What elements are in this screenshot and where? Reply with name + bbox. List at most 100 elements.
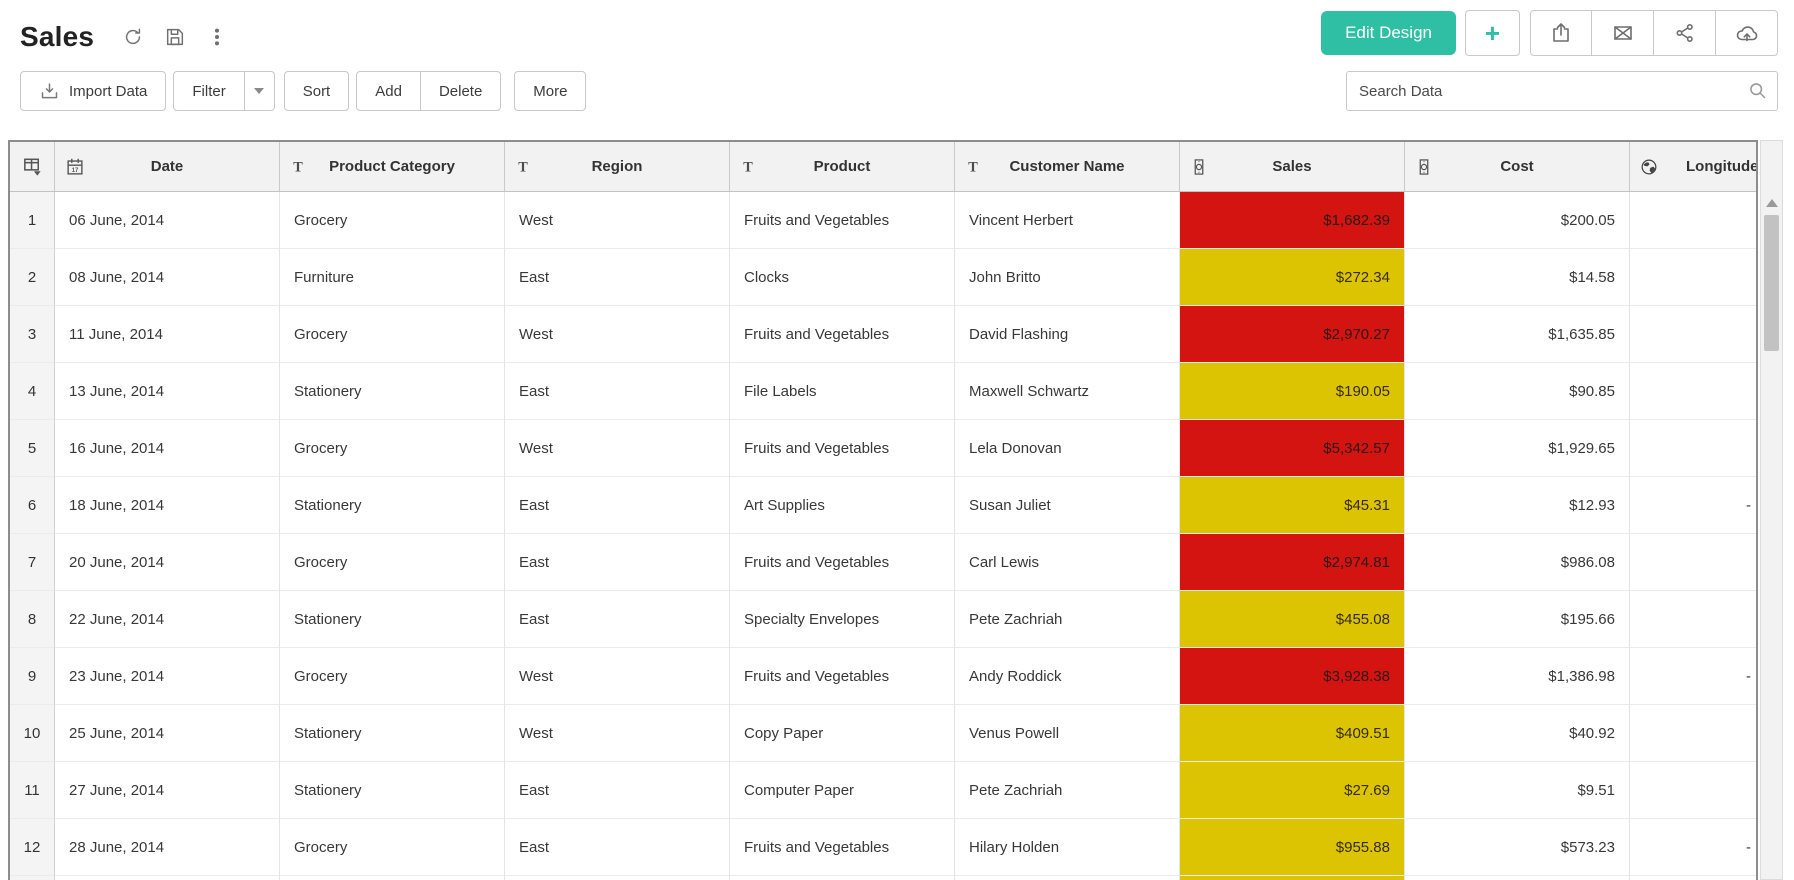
cell-cost[interactable]: $200.05 (1405, 192, 1630, 249)
column-header-cost[interactable]: Cost (1405, 142, 1630, 191)
cell-category[interactable]: Grocery (280, 819, 505, 876)
cell-product[interactable]: Copy Paper (730, 705, 955, 762)
row-number[interactable]: 11 (10, 762, 55, 819)
cloud-upload-button[interactable] (1716, 10, 1778, 56)
cell-product[interactable]: Fruits and Vegetables (730, 306, 955, 363)
cell-product[interactable]: File Labels (730, 363, 955, 420)
sort-button[interactable]: Sort (283, 71, 350, 111)
cell-region[interactable]: West (505, 306, 730, 363)
row-number[interactable]: 2 (10, 249, 55, 306)
cell-longitude[interactable] (1630, 363, 1756, 420)
cell-region[interactable]: East (505, 249, 730, 306)
row-number[interactable]: 10 (10, 705, 55, 762)
cell-category[interactable]: Grocery (280, 420, 505, 477)
row-number[interactable]: 5 (10, 420, 55, 477)
export-button[interactable] (1530, 10, 1592, 56)
cell-customer[interactable]: John Britto (955, 249, 1180, 306)
cell-region[interactable]: East (505, 477, 730, 534)
cell-customer[interactable]: Susan Juliet (955, 477, 1180, 534)
refresh-button[interactable] (120, 24, 146, 50)
add-new-button[interactable]: + (1465, 10, 1520, 56)
column-header-category[interactable]: T Product Category (280, 142, 505, 191)
cell-customer[interactable]: Hilary Holden (955, 819, 1180, 876)
delete-button[interactable]: Delete (420, 71, 502, 111)
cell-customer[interactable]: Andy Roddick (955, 648, 1180, 705)
cell-customer[interactable]: Vincent Herbert (955, 192, 1180, 249)
row-number[interactable]: 9 (10, 648, 55, 705)
filter-button[interactable]: Filter (173, 71, 245, 111)
cell-region[interactable]: West (505, 648, 730, 705)
cell-sales[interactable]: $2,974.81 (1180, 534, 1405, 591)
import-data-button[interactable]: Import Data (20, 71, 167, 111)
cell-date[interactable]: 13 June, 2014 (55, 363, 280, 420)
kebab-button[interactable] (204, 24, 230, 50)
cell-region[interactable]: East (505, 534, 730, 591)
cell-sales[interactable]: $3,928.38 (1180, 648, 1405, 705)
cell-sales[interactable]: $2,970.27 (1180, 306, 1405, 363)
cell-date[interactable]: 25 June, 2014 (55, 705, 280, 762)
cell-date[interactable]: 23 June, 2014 (55, 648, 280, 705)
cell-region[interactable]: West (505, 420, 730, 477)
cell-longitude[interactable]: - (1630, 819, 1756, 876)
cell-cost[interactable]: $1,635.85 (1405, 306, 1630, 363)
cell-longitude[interactable]: - (1630, 648, 1756, 705)
scroll-up-arrow-icon[interactable] (1766, 199, 1778, 207)
cell-cost[interactable]: $573.23 (1405, 819, 1630, 876)
cell-product[interactable]: Fruits and Vegetables (730, 819, 955, 876)
cell-category[interactable]: Grocery (280, 306, 505, 363)
cell-cost[interactable]: $14.58 (1405, 249, 1630, 306)
cell-category[interactable]: Stationery (280, 363, 505, 420)
column-header-longitude[interactable]: Longitude (1630, 142, 1756, 191)
cell-customer[interactable]: Maxwell Schwartz (955, 363, 1180, 420)
cell-longitude[interactable] (1630, 534, 1756, 591)
cell-product[interactable]: Specialty Envelopes (730, 591, 955, 648)
column-header-product[interactable]: T Product (730, 142, 955, 191)
cell-category[interactable]: Grocery (280, 648, 505, 705)
row-number[interactable]: 8 (10, 591, 55, 648)
cell-product[interactable]: Clocks (730, 249, 955, 306)
cell-longitude[interactable] (1630, 762, 1756, 819)
cell-sales[interactable]: $27.69 (1180, 762, 1405, 819)
cell-cost[interactable]: $1,929.65 (1405, 420, 1630, 477)
filter-dropdown-button[interactable] (244, 71, 275, 111)
cell-longitude[interactable] (1630, 192, 1756, 249)
cell-product[interactable]: Computer Paper (730, 762, 955, 819)
cell-date[interactable]: 11 June, 2014 (55, 306, 280, 363)
cell-customer[interactable]: Pete Zachriah (955, 762, 1180, 819)
cell-longitude[interactable]: - (1630, 477, 1756, 534)
cell-date[interactable]: 20 June, 2014 (55, 534, 280, 591)
save-button[interactable] (162, 24, 188, 50)
cell-date[interactable]: 27 June, 2014 (55, 762, 280, 819)
scrollbar-thumb[interactable] (1764, 215, 1779, 351)
cell-category[interactable]: Grocery (280, 192, 505, 249)
column-header-customer[interactable]: T Customer Name (955, 142, 1180, 191)
cell-product[interactable]: Art Supplies (730, 477, 955, 534)
more-button[interactable]: More (514, 71, 587, 111)
cell-category[interactable]: Grocery (280, 534, 505, 591)
cell-date[interactable]: 28 June, 2014 (55, 819, 280, 876)
cell-customer[interactable]: Lela Donovan (955, 420, 1180, 477)
cell-cost[interactable]: $90.85 (1405, 363, 1630, 420)
cell-region[interactable]: East (505, 819, 730, 876)
cell-product[interactable]: Fruits and Vegetables (730, 420, 955, 477)
row-number[interactable]: 12 (10, 819, 55, 876)
column-header-date[interactable]: 17 Date (55, 142, 280, 191)
cell-sales[interactable]: $1,682.39 (1180, 192, 1405, 249)
cell-date[interactable]: 08 June, 2014 (55, 249, 280, 306)
cell-category[interactable]: Stationery (280, 591, 505, 648)
row-number[interactable]: 4 (10, 363, 55, 420)
cell-region[interactable]: East (505, 591, 730, 648)
cell-region[interactable]: East (505, 762, 730, 819)
cell-sales[interactable]: $5,342.57 (1180, 420, 1405, 477)
cell-category[interactable]: Furniture (280, 249, 505, 306)
cell-category[interactable]: Stationery (280, 705, 505, 762)
row-number[interactable]: 3 (10, 306, 55, 363)
cell-category[interactable]: Stationery (280, 477, 505, 534)
cell-cost[interactable]: $12.93 (1405, 477, 1630, 534)
share-button[interactable] (1654, 10, 1716, 56)
cell-sales[interactable]: $45.31 (1180, 477, 1405, 534)
cell-longitude[interactable] (1630, 420, 1756, 477)
cell-product[interactable]: Fruits and Vegetables (730, 534, 955, 591)
row-number[interactable]: 1 (10, 192, 55, 249)
cell-cost[interactable]: $986.08 (1405, 534, 1630, 591)
